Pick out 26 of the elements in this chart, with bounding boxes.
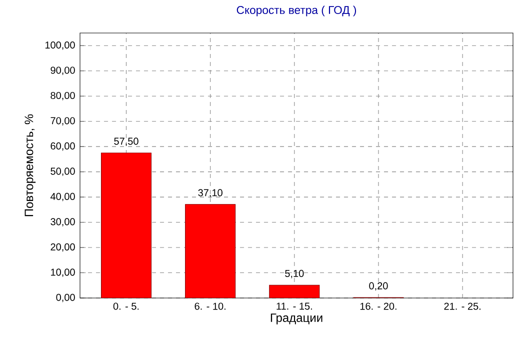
- y-tick-label: 30,00: [50, 218, 75, 226]
- x-tick-label: 6. - 10.: [194, 302, 226, 310]
- x-tick-label: 16. - 20.: [360, 302, 396, 310]
- y-axis-title: Повторяемость, %: [24, 114, 36, 216]
- y-tick-label: 60,00: [50, 142, 75, 151]
- y-tick-label: 20,00: [50, 243, 75, 252]
- x-tick-label: 0. - 5.: [113, 302, 139, 310]
- chart-title: Скорость ветра ( ГОД ): [236, 6, 356, 16]
- y-tick-label: 100,00: [45, 41, 75, 50]
- x-axis-title: Градации: [270, 314, 322, 324]
- bar: [269, 284, 320, 298]
- data-label: 37,10: [198, 189, 222, 198]
- y-tick-label: 70,00: [50, 117, 75, 126]
- bar: [185, 204, 236, 298]
- y-tick-label: 40,00: [50, 192, 75, 202]
- data-label: 57,50: [114, 138, 138, 146]
- y-tick-label: 0,00: [56, 294, 75, 302]
- y-tick-label: 80,00: [50, 92, 75, 100]
- y-tick-label: 10,00: [51, 268, 75, 277]
- data-label: 0,20: [369, 282, 388, 291]
- data-label: 5,10: [285, 270, 304, 278]
- y-tick-label: 50,00: [50, 168, 75, 176]
- bar: [100, 152, 152, 298]
- x-tick-label: 11. - 15.: [276, 302, 312, 310]
- y-tick-label: 90,00: [50, 66, 75, 75]
- x-tick-label: 21. - 25.: [444, 302, 480, 310]
